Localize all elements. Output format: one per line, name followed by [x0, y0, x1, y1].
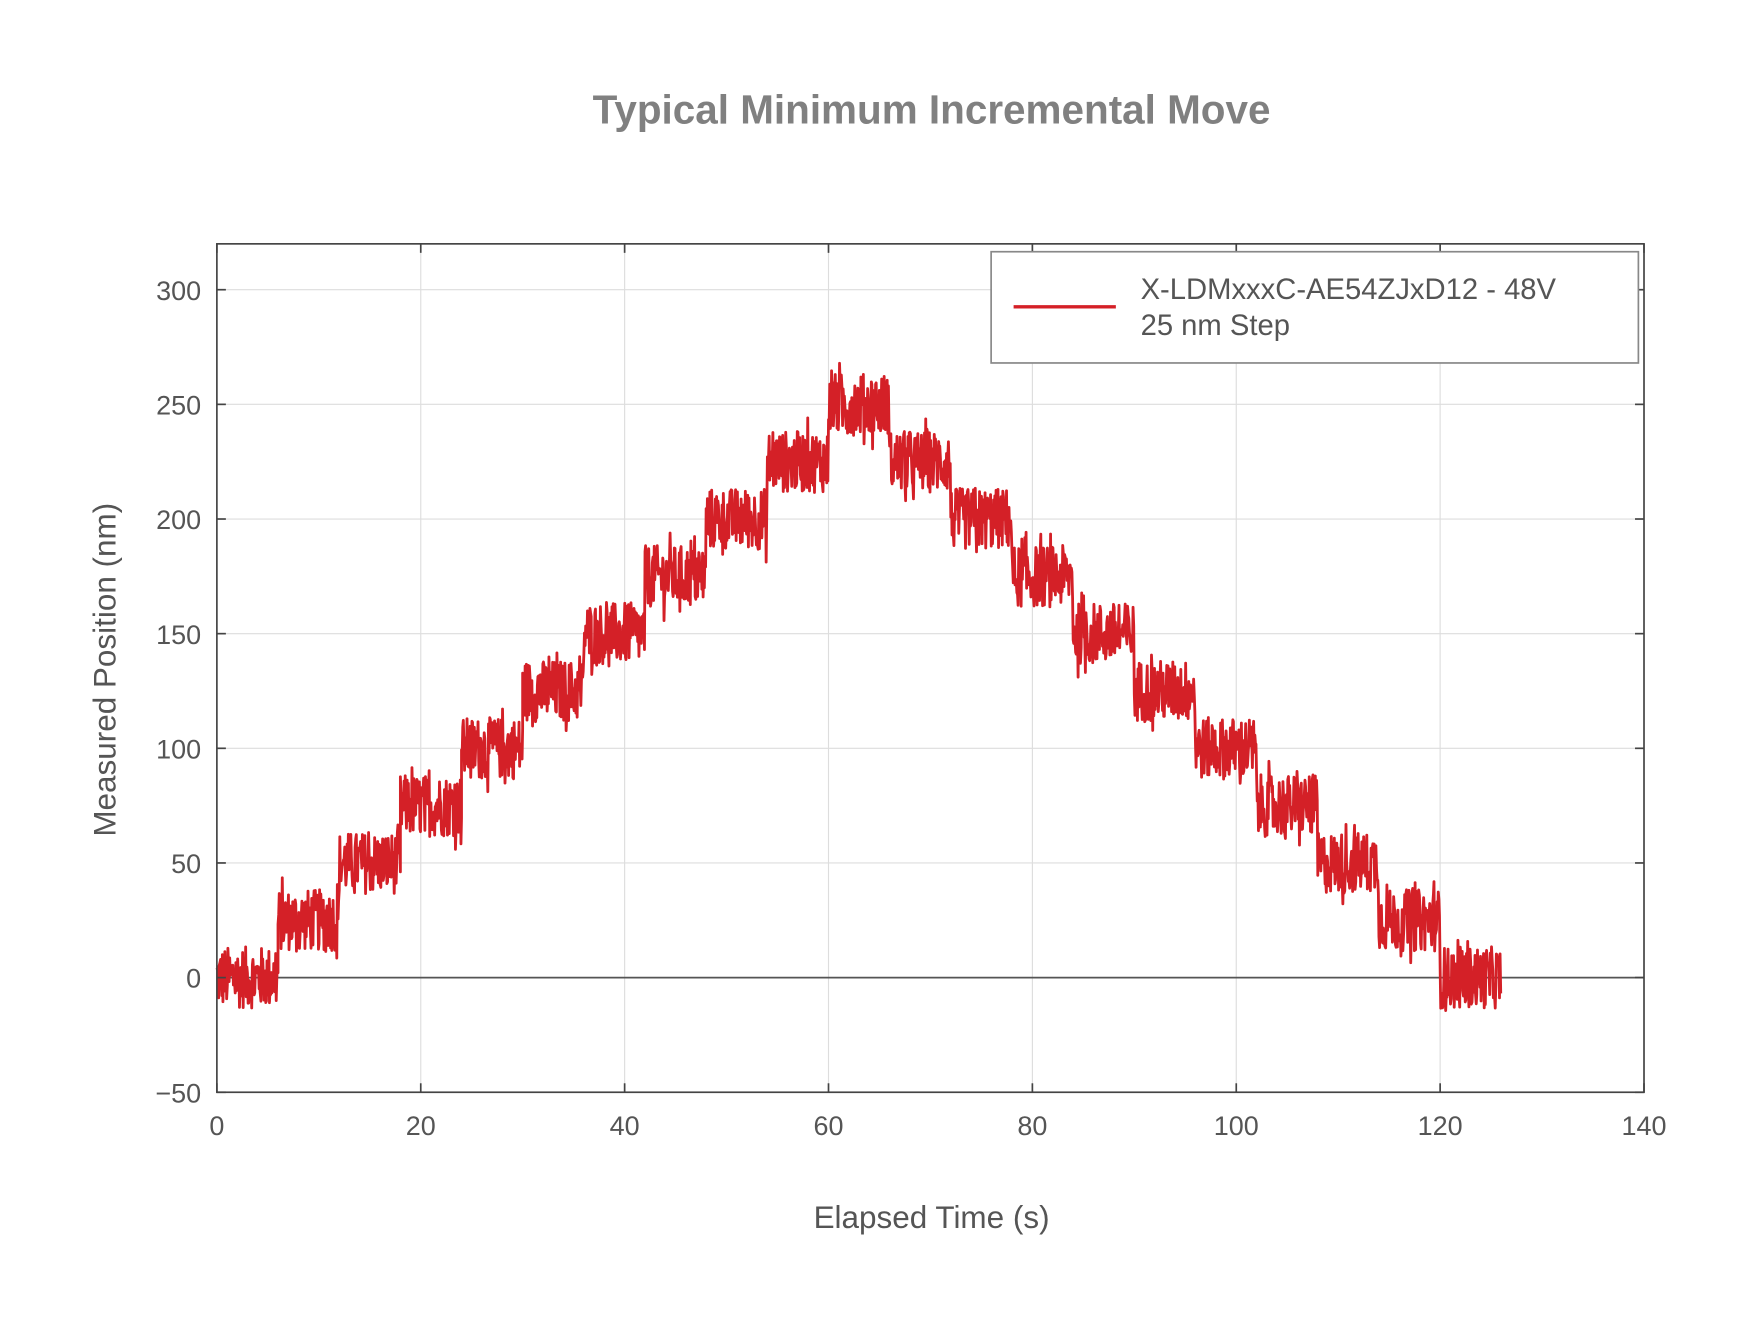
grid	[216, 243, 1645, 1093]
ticks	[216, 243, 1645, 1094]
x-tick-label: 20	[406, 1111, 436, 1141]
y-axis-label: Measured Position (nm)	[88, 503, 123, 837]
y-tick-label: 200	[156, 505, 201, 535]
y-tick-label: −50	[155, 1078, 201, 1108]
y-tick-label: 50	[171, 849, 201, 879]
x-axis-label: Elapsed Time (s)	[814, 1200, 1050, 1235]
x-tick-label: 100	[1214, 1111, 1259, 1141]
x-tick-label: 80	[1017, 1111, 1047, 1141]
series-line	[215, 361, 1503, 1012]
y-tick-label: 300	[156, 276, 201, 306]
x-tick-label: 40	[610, 1111, 640, 1141]
legend-label-line2: 25 nm Step	[1141, 310, 1290, 342]
y-tick-label: 150	[156, 620, 201, 650]
x-tick-label: 60	[814, 1111, 844, 1141]
legend: X-LDMxxxC-AE54ZJxD12 - 48V 25 nm Step	[990, 250, 1640, 364]
legend-label: X-LDMxxxC-AE54ZJxD12 - 48V	[1141, 274, 1557, 306]
x-tick-labels: 0 20 40 60 80 100 120 140	[209, 1111, 1666, 1141]
x-tick-label: 0	[209, 1111, 224, 1141]
x-tick-label: 140	[1622, 1111, 1667, 1141]
plot-frame	[216, 243, 1645, 1094]
chart-title: Typical Minimum Incremental Move	[593, 87, 1271, 133]
y-tick-label: 250	[156, 390, 201, 420]
y-tick-label: 0	[186, 964, 201, 994]
y-tick-label: 100	[156, 734, 201, 764]
y-tick-labels: −50 0 50 100 150 200 250 300	[155, 276, 201, 1109]
x-tick-label: 120	[1418, 1111, 1463, 1141]
